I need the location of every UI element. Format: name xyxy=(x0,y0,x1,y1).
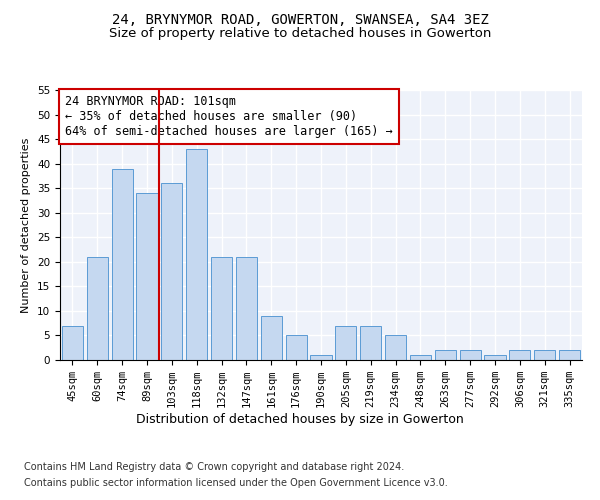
Text: Contains HM Land Registry data © Crown copyright and database right 2024.: Contains HM Land Registry data © Crown c… xyxy=(24,462,404,472)
Bar xyxy=(236,257,257,360)
Bar xyxy=(509,350,530,360)
Bar xyxy=(385,336,406,360)
Bar xyxy=(211,257,232,360)
Text: 24, BRYNYMOR ROAD, GOWERTON, SWANSEA, SA4 3EZ: 24, BRYNYMOR ROAD, GOWERTON, SWANSEA, SA… xyxy=(112,12,488,26)
Bar xyxy=(87,257,108,360)
Bar xyxy=(261,316,282,360)
Bar xyxy=(435,350,456,360)
Text: Contains public sector information licensed under the Open Government Licence v3: Contains public sector information licen… xyxy=(24,478,448,488)
Text: Distribution of detached houses by size in Gowerton: Distribution of detached houses by size … xyxy=(136,412,464,426)
Bar xyxy=(460,350,481,360)
Text: 24 BRYNYMOR ROAD: 101sqm
← 35% of detached houses are smaller (90)
64% of semi-d: 24 BRYNYMOR ROAD: 101sqm ← 35% of detach… xyxy=(65,96,393,138)
Bar xyxy=(335,326,356,360)
Bar xyxy=(62,326,83,360)
Bar xyxy=(136,193,158,360)
Bar xyxy=(112,168,133,360)
Bar xyxy=(484,355,506,360)
Bar xyxy=(360,326,381,360)
Bar xyxy=(310,355,332,360)
Bar xyxy=(186,149,207,360)
Bar xyxy=(410,355,431,360)
Bar xyxy=(534,350,555,360)
Bar xyxy=(161,184,182,360)
Y-axis label: Number of detached properties: Number of detached properties xyxy=(22,138,31,312)
Text: Size of property relative to detached houses in Gowerton: Size of property relative to detached ho… xyxy=(109,28,491,40)
Bar xyxy=(286,336,307,360)
Bar xyxy=(559,350,580,360)
